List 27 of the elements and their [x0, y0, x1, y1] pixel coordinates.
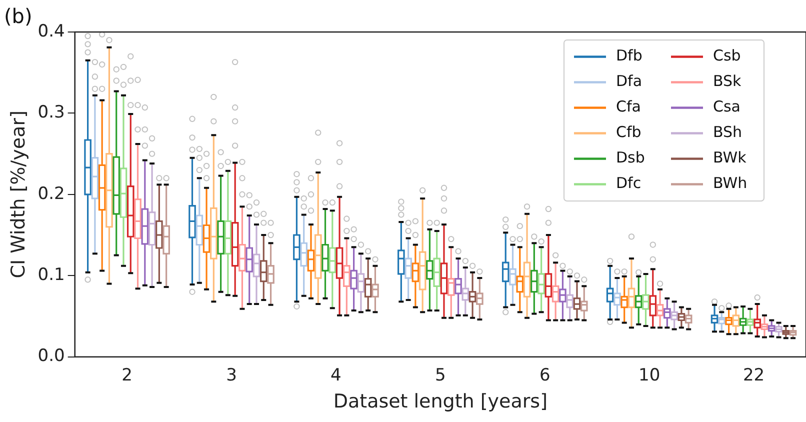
legend-label: BWk	[713, 148, 747, 167]
chart-title: (b)	[4, 4, 32, 28]
y-axis-title: CI Width [%/year]	[7, 110, 30, 278]
legend-label: Csb	[713, 46, 741, 65]
x-tick-label: 3	[226, 365, 237, 386]
legend-label: Cfb	[616, 123, 642, 142]
x-tick-label: 5	[435, 365, 446, 386]
x-tick-label: 4	[330, 365, 342, 386]
x-tick-label: 22	[742, 365, 765, 386]
y-tick-label: 0.2	[38, 184, 65, 204]
legend-label: BWh	[713, 174, 748, 192]
y-tick-label: 0.1	[38, 265, 65, 286]
x-tick-label: 10	[638, 365, 660, 386]
y-tick-label: 0.3	[38, 102, 65, 123]
x-tick-label: 6	[539, 365, 550, 386]
legend-label: BSk	[713, 72, 742, 90]
x-axis-title: Dataset length [years]	[333, 390, 548, 413]
y-tick-label: 0.4	[38, 21, 65, 42]
legend-label: Dsb	[616, 148, 645, 167]
legend-label: Cfa	[616, 98, 641, 116]
legend-label: Dfa	[616, 72, 642, 90]
legend-label: Dfb	[616, 46, 642, 65]
y-tick-label: 0.0	[38, 346, 65, 366]
legend-label: BSh	[713, 123, 742, 142]
legend-label: Csa	[713, 98, 740, 116]
x-tick-label: 2	[122, 365, 132, 386]
legend-label: Dfc	[616, 174, 642, 192]
